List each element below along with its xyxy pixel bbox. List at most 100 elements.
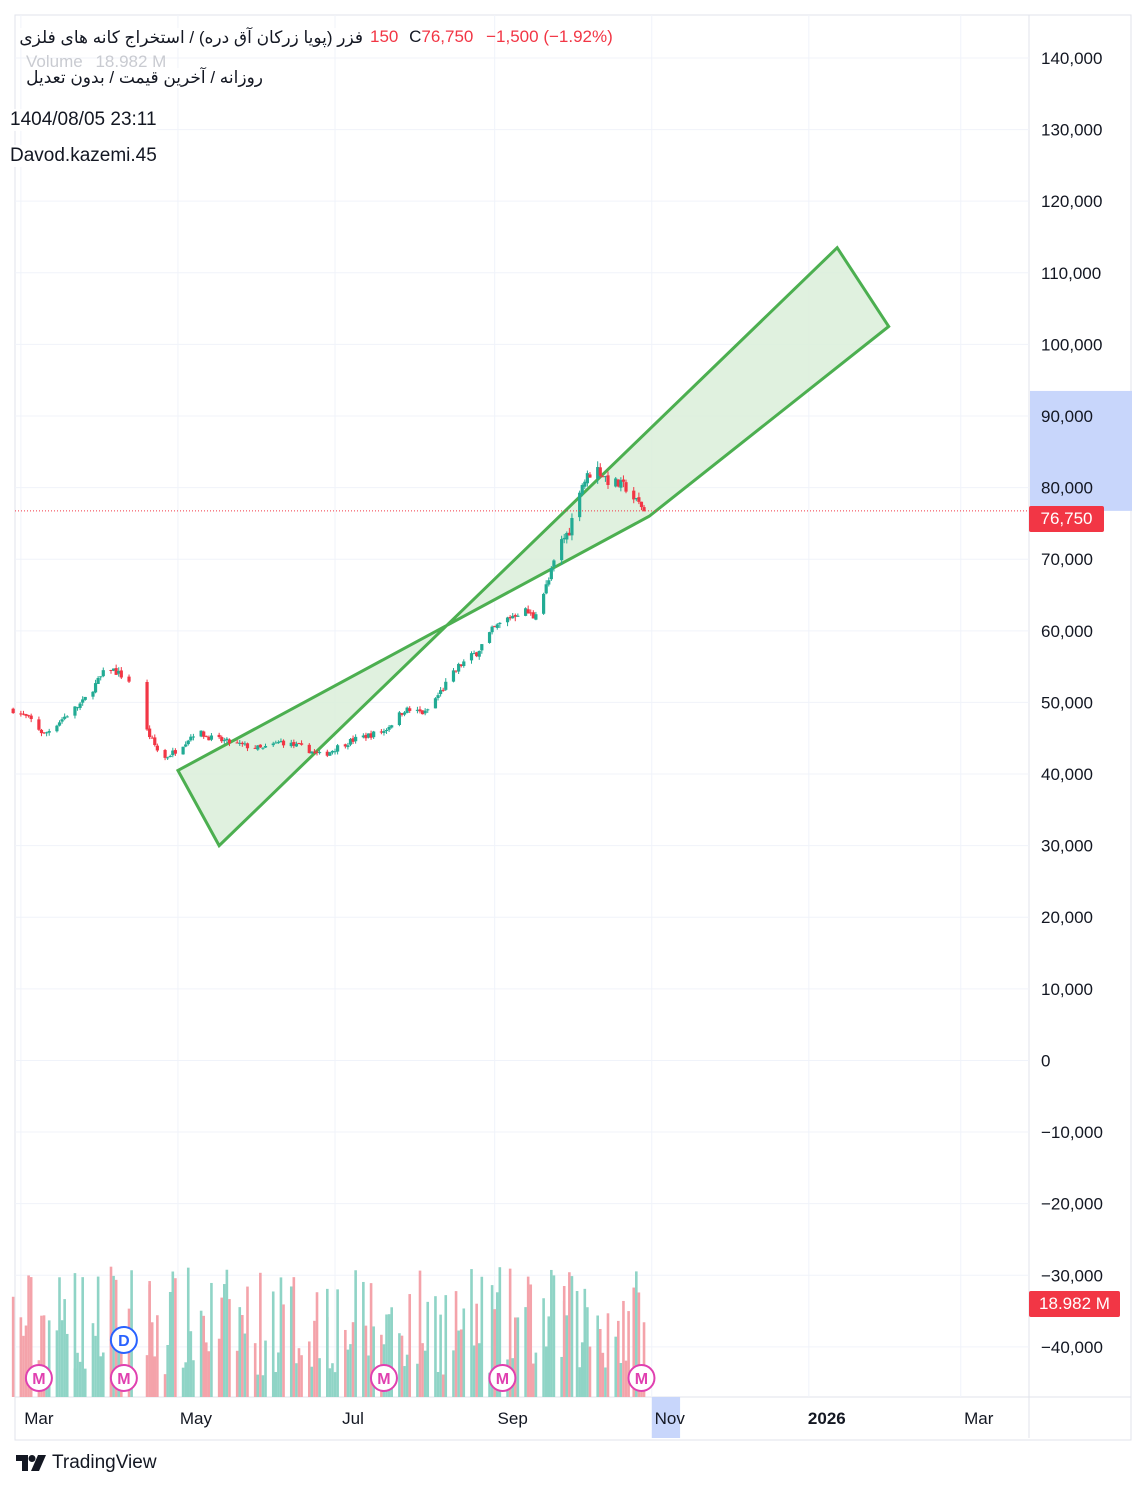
volume-bar: [274, 1372, 278, 1397]
candle: [55, 724, 59, 733]
price-tick-label: 90,000: [1041, 407, 1093, 426]
candle-body: [281, 740, 286, 746]
volume-bar: [81, 1277, 84, 1397]
symbol-title[interactable]: فزر (پویا زرکان آق دره) / استخراج کانه ه…: [19, 28, 363, 48]
candle: [101, 667, 105, 678]
candle-body: [75, 707, 80, 709]
candle: [614, 477, 618, 488]
candle: [580, 483, 584, 497]
candle: [153, 734, 157, 747]
volume-bar-tall: [109, 1266, 113, 1397]
candle-body: [451, 670, 456, 682]
volume-bar: [60, 1320, 64, 1397]
candle-body: [534, 614, 538, 620]
candle-body: [493, 625, 497, 627]
candle-body: [523, 608, 528, 616]
volume-bar: [526, 1276, 530, 1397]
volume-bar: [55, 1330, 59, 1397]
event-markers[interactable]: M M M M M D: [24, 1326, 656, 1392]
candle-body: [565, 532, 569, 540]
candle: [351, 735, 355, 745]
candle-body: [351, 738, 355, 742]
volume-bar: [336, 1289, 339, 1397]
candle: [181, 746, 185, 755]
tradingview-logo[interactable]: TradingView: [16, 1452, 157, 1474]
axes: 140,000 130,000 120,000 110,000 100,000 90,00…: [15, 49, 1103, 1428]
candle: [73, 706, 77, 719]
candle-body: [616, 479, 620, 487]
price-tick-label: −20,000: [1041, 1195, 1103, 1214]
candle-body: [166, 757, 170, 759]
volume-bar: [439, 1314, 442, 1397]
event-marker-m[interactable]: M: [369, 1364, 398, 1392]
volume-bar: [351, 1322, 355, 1397]
volume-bar: [279, 1277, 283, 1397]
volume-bar: [398, 1333, 401, 1397]
candle: [114, 664, 118, 675]
candle: [227, 738, 232, 747]
candle: [390, 724, 394, 729]
candle: [336, 743, 340, 755]
candle: [328, 751, 332, 756]
price-tick-label: 20,000: [1041, 908, 1093, 927]
parallel-channel-drawing[interactable]: [175, 245, 891, 849]
volume-bar: [253, 1343, 257, 1397]
volume-bar: [94, 1335, 97, 1397]
candle-body: [245, 743, 250, 749]
candle: [222, 737, 226, 744]
candle-body: [457, 663, 461, 672]
candle-body: [29, 715, 33, 720]
candle-body: [60, 719, 64, 722]
candle: [526, 605, 530, 614]
volume-bar: [586, 1307, 589, 1397]
candle: [37, 716, 41, 731]
volume-bar: [117, 1330, 121, 1397]
time-tick-label: Mar: [24, 1409, 54, 1428]
volume-bar: [498, 1267, 502, 1397]
candle-body: [372, 731, 376, 738]
volume-bar: [400, 1335, 404, 1397]
time-tick-label: May: [180, 1409, 213, 1428]
event-marker-m[interactable]: M: [109, 1364, 138, 1392]
volume-bar: [307, 1341, 311, 1397]
candle: [39, 728, 44, 737]
candle-body: [227, 739, 232, 744]
volume-bar: [493, 1309, 496, 1397]
candle: [171, 747, 175, 758]
candle: [552, 559, 556, 572]
event-marker-d[interactable]: D: [109, 1326, 138, 1354]
volume-bar: [470, 1269, 473, 1397]
event-marker-m[interactable]: M: [627, 1364, 656, 1392]
volume-bar: [457, 1330, 460, 1397]
candle: [511, 612, 515, 619]
candle-body: [580, 485, 584, 495]
candle: [423, 708, 427, 716]
candle-body: [549, 568, 553, 580]
volume-bar: [616, 1320, 620, 1397]
candle: [235, 739, 239, 744]
volume-bar-tall: [326, 1288, 329, 1397]
event-marker-m[interactable]: M: [488, 1364, 517, 1392]
candle: [243, 741, 247, 746]
author-name: Davod.kazemi.45: [10, 145, 157, 167]
candle: [220, 735, 224, 744]
ohlc-tail: 150: [370, 27, 399, 46]
volume-bar: [454, 1291, 458, 1397]
candle-body: [63, 716, 67, 719]
candle: [96, 676, 100, 684]
brand-name: TradingView: [52, 1452, 157, 1473]
candle-body: [606, 475, 610, 485]
volume-bar: [192, 1360, 195, 1397]
candle: [490, 625, 494, 635]
volume-bar: [405, 1354, 409, 1397]
candle: [578, 490, 582, 522]
volume-bar-tall: [562, 1286, 566, 1397]
candle-body: [258, 744, 262, 748]
volume-bar: [622, 1300, 625, 1397]
candle: [462, 659, 466, 668]
volume-bar-tall: [627, 1311, 630, 1397]
event-marker-m[interactable]: M: [24, 1364, 53, 1392]
volume-bar: [426, 1301, 430, 1397]
candle: [19, 710, 23, 717]
